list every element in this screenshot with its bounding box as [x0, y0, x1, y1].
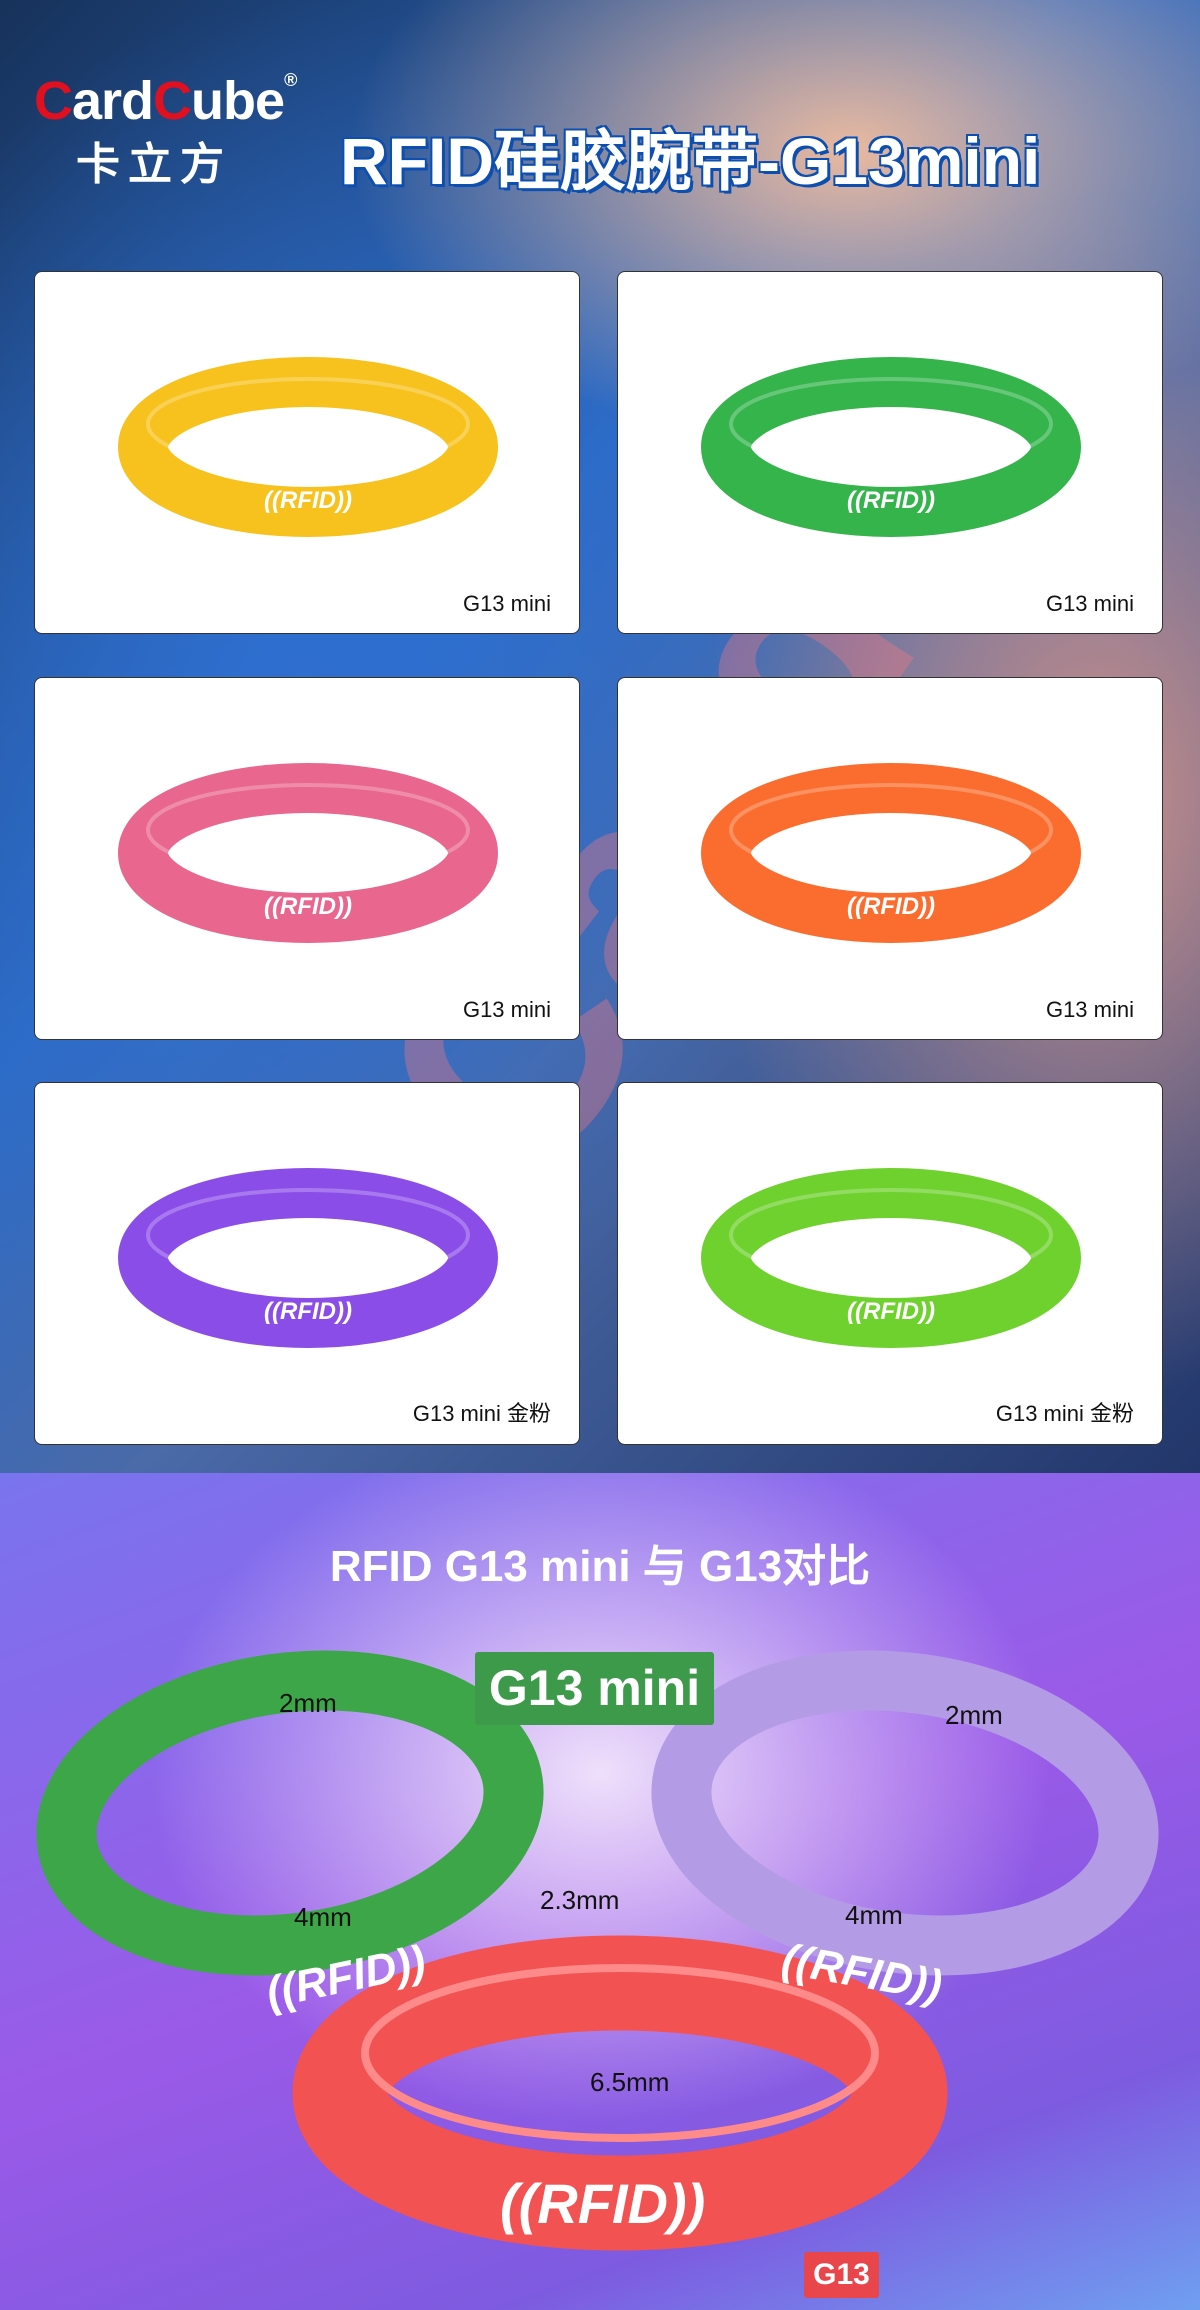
comparison-illustration: ((RFID)) ((RFID)) ((RFID))	[36, 1650, 1159, 2251]
g13-band-red	[292, 1935, 948, 2251]
red-width-label: 6.5mm	[590, 2067, 670, 2097]
band-rfid-text: ((RFID))	[264, 893, 352, 920]
comparison-section: ((RFID)) ((RFID)) ((RFID))	[0, 1473, 1200, 2310]
comparison-title: RFID G13 mini 与 G13对比	[329, 1542, 871, 1591]
product-label: G13 mini	[462, 591, 551, 616]
wristband-image: ((RFID))	[701, 1168, 1081, 1348]
band-rfid-text: ((RFID))	[847, 893, 935, 920]
brand-logo: CardCube® 卡立方	[34, 70, 297, 189]
red-thickness-label: 2.3mm	[540, 1885, 620, 1915]
product-gallery-section: CardCube CardCube® 卡立方 RFID硅胶腕带-G13mini …	[0, 0, 1200, 1473]
product-card: ((RFID)) G13 mini	[34, 271, 580, 634]
purple-thickness-label: 2mm	[945, 1700, 1003, 1730]
band-rfid-text: ((RFID))	[264, 1298, 352, 1325]
g13-mini-badge: G13 mini	[475, 1652, 714, 1725]
band-rfid-text: ((RFID))	[847, 1298, 935, 1325]
product-card: ((RFID)) G13 mini 金粉	[34, 1082, 580, 1445]
wristband-image: ((RFID))	[118, 1168, 498, 1348]
band-rfid-text: ((RFID))	[847, 487, 935, 514]
band-rfid-text: ((RFID))	[264, 487, 352, 514]
page-title: RFID硅胶腕带-G13mini	[338, 123, 1041, 200]
wristband-image: ((RFID))	[701, 763, 1081, 943]
product-card: ((RFID)) G13 mini 金粉	[617, 1082, 1163, 1445]
product-card: ((RFID)) G13 mini	[617, 677, 1163, 1040]
wristband-image: ((RFID))	[118, 357, 498, 537]
product-label: G13 mini 金粉	[995, 1401, 1134, 1426]
green-width-label: 4mm	[294, 1902, 352, 1932]
product-label: G13 mini	[1045, 997, 1134, 1022]
purple-width-label: 4mm	[845, 1900, 903, 1930]
red-band-rfid-text: ((RFID))	[500, 2172, 705, 2235]
g13-mini-band-green	[36, 1650, 544, 1976]
product-card: ((RFID)) G13 mini	[617, 271, 1163, 634]
wristband-image: ((RFID))	[118, 763, 498, 943]
product-label: G13 mini 金粉	[412, 1401, 551, 1426]
product-card: ((RFID)) G13 mini	[34, 677, 580, 1040]
g13-badge: G13	[804, 2252, 879, 2298]
green-thickness-label: 2mm	[279, 1688, 337, 1718]
product-label: G13 mini	[462, 997, 551, 1022]
g13-mini-band-purple	[651, 1650, 1159, 1976]
product-label: G13 mini	[1045, 591, 1134, 616]
wristband-image: ((RFID))	[701, 357, 1081, 537]
